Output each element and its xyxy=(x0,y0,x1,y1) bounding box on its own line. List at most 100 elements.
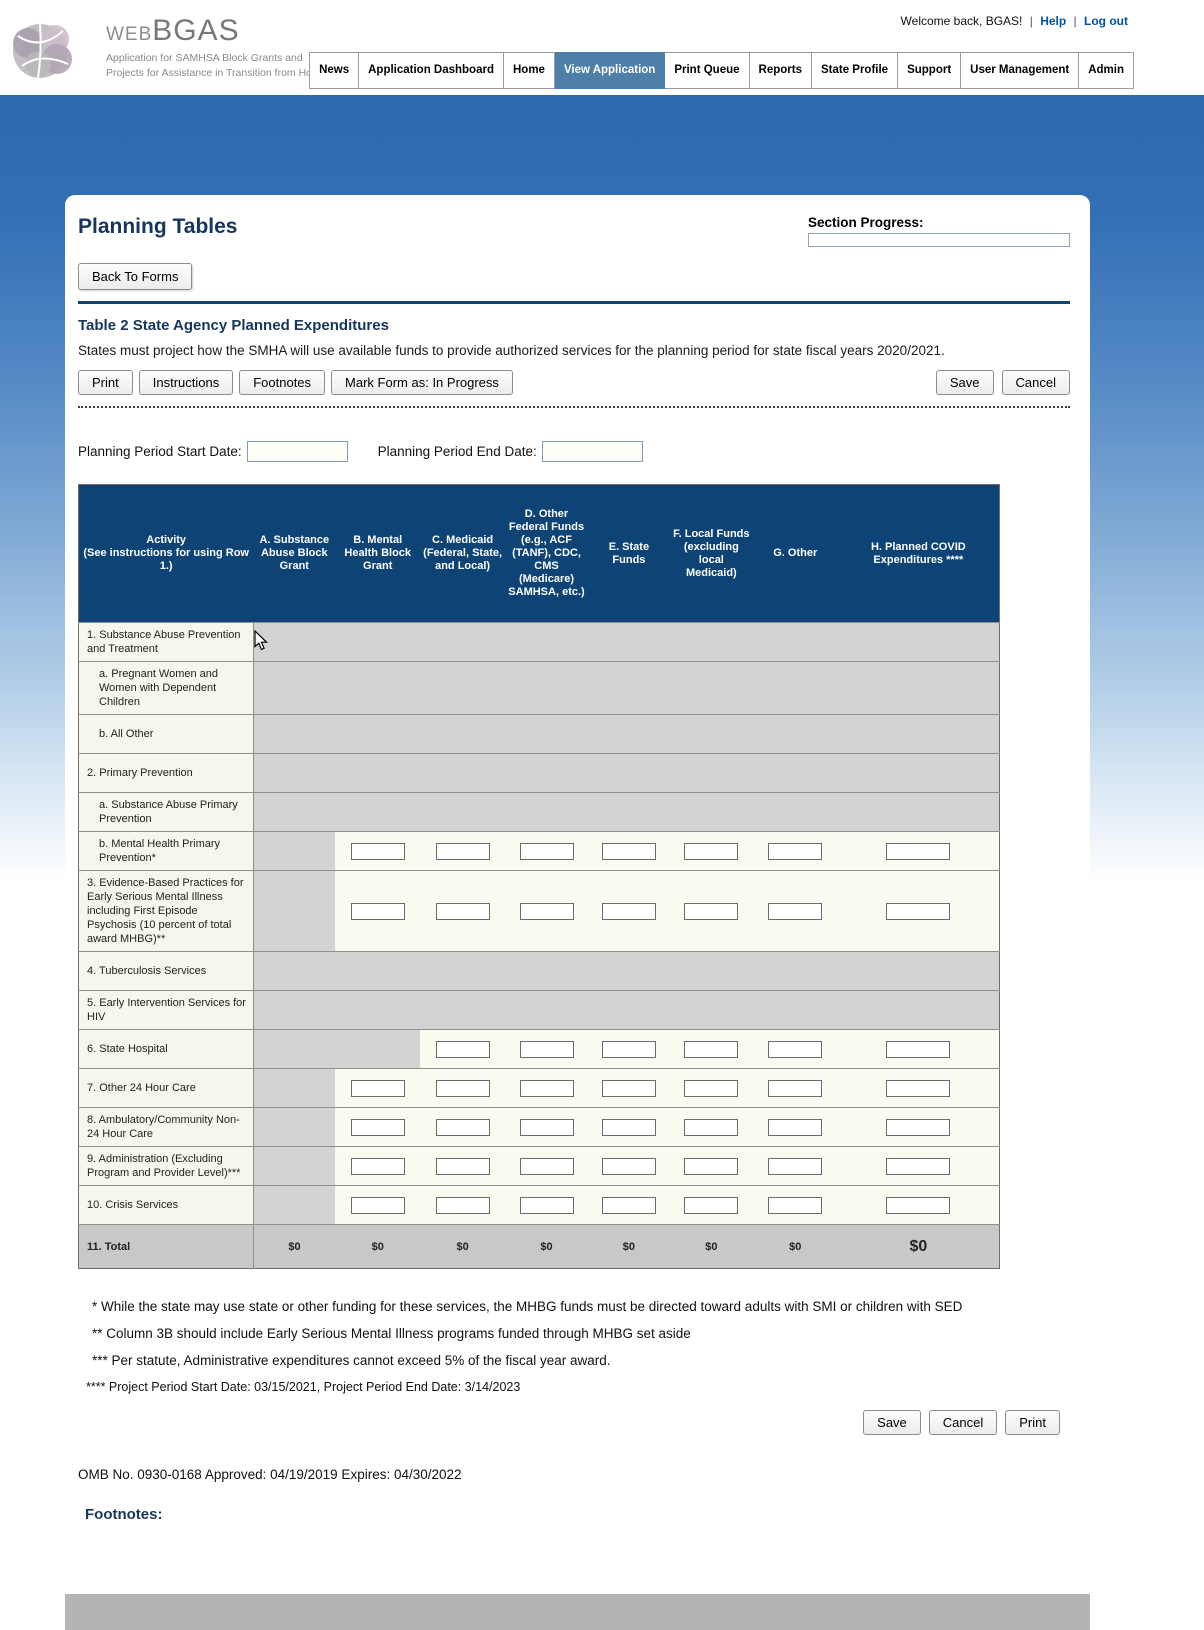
expenditure-input[interactable] xyxy=(519,842,574,860)
expenditure-input[interactable] xyxy=(601,1040,656,1058)
expenditure-input[interactable] xyxy=(601,1157,656,1175)
expenditure-input[interactable] xyxy=(768,1079,823,1097)
amount-cell xyxy=(752,1107,838,1147)
nav-tab-state-profile[interactable]: State Profile xyxy=(811,52,899,89)
footnotes-button[interactable]: Footnotes xyxy=(239,370,326,395)
expenditure-input[interactable] xyxy=(435,1118,490,1136)
nav-tab-application-dashboard[interactable]: Application Dashboard xyxy=(359,52,504,89)
nav-tab-admin[interactable]: Admin xyxy=(1079,52,1134,89)
total-value: $0 xyxy=(587,1224,670,1269)
shaded-cell xyxy=(752,714,838,754)
expenditure-input[interactable] xyxy=(519,1157,574,1175)
mouse-cursor xyxy=(254,630,268,651)
expenditure-input[interactable] xyxy=(886,902,951,920)
shaded-cell xyxy=(587,622,670,662)
save-button-bottom[interactable]: Save xyxy=(863,1410,921,1435)
expenditure-input[interactable] xyxy=(350,1157,405,1175)
divider-line xyxy=(78,301,1070,304)
expenditure-input[interactable] xyxy=(519,1040,574,1058)
expenditure-input[interactable] xyxy=(684,1157,739,1175)
amount-cell xyxy=(505,1068,588,1108)
expenditure-input[interactable] xyxy=(886,1118,951,1136)
expenditure-input[interactable] xyxy=(601,1118,656,1136)
total-value: $0 xyxy=(837,1224,1000,1269)
expenditure-input[interactable] xyxy=(350,902,405,920)
amount-cell xyxy=(837,1068,1000,1108)
nav-tab-user-management[interactable]: User Management xyxy=(961,52,1080,89)
expenditure-input[interactable] xyxy=(886,842,951,860)
amount-cell xyxy=(669,1146,753,1186)
expenditure-input[interactable] xyxy=(435,1079,490,1097)
expenditure-input[interactable] xyxy=(435,1157,490,1175)
table-row: 9. Administration (Excluding Program and… xyxy=(78,1146,1000,1186)
planning-end-date-input[interactable] xyxy=(541,441,643,462)
expenditure-input[interactable] xyxy=(435,1196,490,1214)
welcome-text: Welcome back, BGAS! xyxy=(900,14,1023,28)
instructions-button[interactable]: Instructions xyxy=(138,370,234,395)
expenditure-input[interactable] xyxy=(519,1079,574,1097)
expenditure-input[interactable] xyxy=(435,1040,490,1058)
amount-cell xyxy=(669,1068,753,1108)
nav-tab-news[interactable]: News xyxy=(309,52,360,89)
cancel-button[interactable]: Cancel xyxy=(1001,370,1070,395)
expenditure-input[interactable] xyxy=(768,1196,823,1214)
expenditure-input[interactable] xyxy=(684,1196,739,1214)
expenditure-input[interactable] xyxy=(768,842,823,860)
expenditure-input[interactable] xyxy=(601,1196,656,1214)
nav-tab-support[interactable]: Support xyxy=(898,52,962,89)
shaded-cell xyxy=(505,990,588,1030)
expenditure-input[interactable] xyxy=(350,1196,405,1214)
expenditure-input[interactable] xyxy=(684,1040,739,1058)
expenditure-input[interactable] xyxy=(768,902,823,920)
shaded-cell xyxy=(335,1029,421,1069)
logout-link[interactable]: Log out xyxy=(1084,14,1128,28)
app-header: WEBBGAS Application for SAMHSA Block Gra… xyxy=(0,0,1204,95)
save-button[interactable]: Save xyxy=(935,370,994,395)
shaded-cell xyxy=(837,951,1000,991)
amount-cell xyxy=(837,1185,1000,1225)
column-header: H. Planned COVID Expenditures **** xyxy=(837,484,1000,623)
nav-tab-view-application[interactable]: View Application xyxy=(554,52,666,89)
expenditure-input[interactable] xyxy=(768,1040,823,1058)
expenditure-input[interactable] xyxy=(435,842,490,860)
expenditure-input[interactable] xyxy=(350,1079,405,1097)
shaded-cell xyxy=(253,951,336,991)
row-label: 1. Substance Abuse Prevention and Treatm… xyxy=(78,622,254,662)
expenditure-input[interactable] xyxy=(684,1079,739,1097)
help-link[interactable]: Help xyxy=(1040,14,1067,28)
nav-tab-home[interactable]: Home xyxy=(503,52,555,89)
expenditure-input[interactable] xyxy=(350,842,405,860)
expenditure-input[interactable] xyxy=(684,842,739,860)
nav-tab-print-queue[interactable]: Print Queue xyxy=(665,52,750,89)
back-to-forms-button[interactable]: Back To Forms xyxy=(78,263,193,290)
expenditure-input[interactable] xyxy=(601,1079,656,1097)
print-button[interactable]: Print xyxy=(78,370,133,395)
expenditure-input[interactable] xyxy=(601,842,656,860)
expenditure-input[interactable] xyxy=(768,1157,823,1175)
expenditure-input[interactable] xyxy=(768,1118,823,1136)
table-row: a. Substance Abuse Primary Prevention xyxy=(78,792,1000,832)
expenditure-input[interactable] xyxy=(519,902,574,920)
expenditure-input[interactable] xyxy=(886,1079,951,1097)
nav-tab-reports[interactable]: Reports xyxy=(749,52,812,89)
shaded-cell xyxy=(253,990,336,1030)
expenditure-input[interactable] xyxy=(519,1118,574,1136)
cancel-button-bottom[interactable]: Cancel xyxy=(928,1410,998,1435)
mark-form-button[interactable]: Mark Form as: In Progress xyxy=(331,370,513,395)
expenditure-input[interactable] xyxy=(684,902,739,920)
expenditure-input[interactable] xyxy=(886,1196,951,1214)
amount-cell xyxy=(752,1185,838,1225)
expenditure-input[interactable] xyxy=(886,1040,951,1058)
column-header: A. Substance Abuse Block Grant xyxy=(253,484,336,623)
expenditure-input[interactable] xyxy=(601,902,656,920)
expenditure-input[interactable] xyxy=(886,1157,951,1175)
toolbar-left-group: Print Instructions Footnotes Mark Form a… xyxy=(78,370,513,395)
print-button-bottom[interactable]: Print xyxy=(1005,1410,1060,1435)
planning-start-date-input[interactable] xyxy=(246,441,348,462)
expenditure-input[interactable] xyxy=(519,1196,574,1214)
expenditure-input[interactable] xyxy=(350,1118,405,1136)
expenditure-input[interactable] xyxy=(684,1118,739,1136)
row-label: 9. Administration (Excluding Program and… xyxy=(78,1146,254,1186)
omb-approval-line: OMB No. 0930-0168 Approved: 04/19/2019 E… xyxy=(78,1467,462,1482)
expenditure-input[interactable] xyxy=(435,902,490,920)
